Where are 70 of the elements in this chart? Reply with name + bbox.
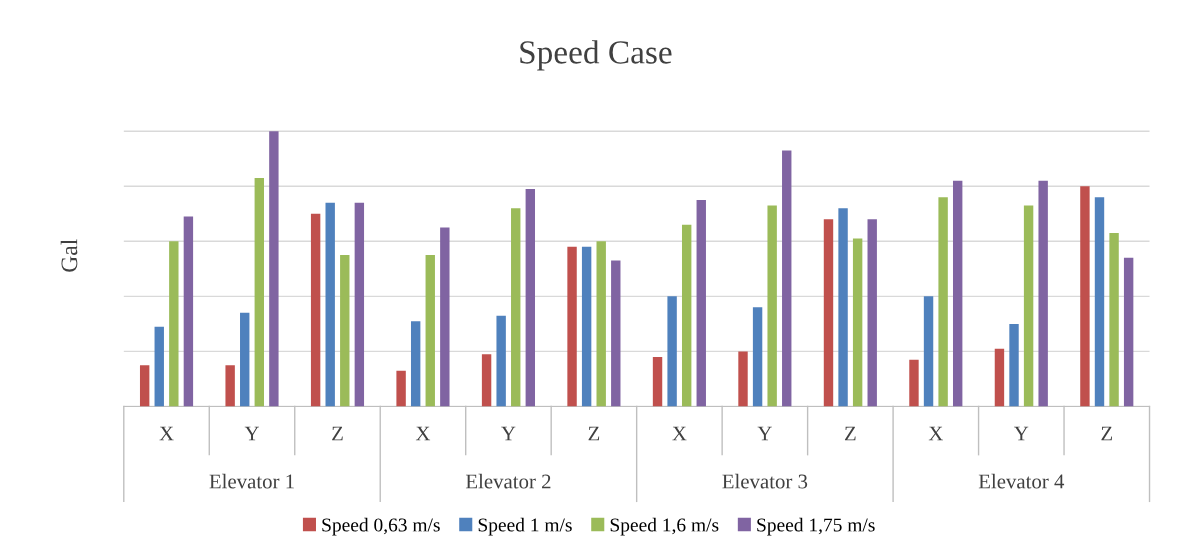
bar: [1094, 197, 1105, 407]
bar: [867, 219, 877, 407]
bar: [154, 326, 164, 407]
y-axis-title: Gal: [60, 239, 78, 272]
bar: [596, 241, 606, 407]
text: Elevator 3: [722, 473, 808, 489]
legend-label: Speed 1,6 m/s: [610, 517, 719, 536]
x-tick-label: Z: [332, 426, 343, 441]
bar: [396, 370, 406, 407]
bar: [1009, 323, 1019, 407]
text: Elevator 1: [209, 473, 294, 489]
bar: [611, 260, 621, 407]
x-tick-label: Y: [244, 426, 259, 441]
bar: [823, 219, 834, 407]
chart-title: Speed Case: [520, 40, 672, 71]
bar: [782, 150, 792, 407]
x-tick-label: Y: [1014, 426, 1029, 441]
x-tick-label: Z: [588, 426, 600, 441]
bar: [681, 224, 692, 407]
bar: [938, 197, 948, 407]
bar: [1123, 257, 1134, 407]
bar: [440, 227, 450, 407]
x-tick-label: Z: [844, 426, 856, 441]
x-tick-label: X: [159, 426, 174, 441]
bar: [410, 321, 421, 407]
bar: [1038, 180, 1048, 407]
bar: [667, 296, 677, 407]
bar: [838, 208, 848, 407]
bar: [325, 202, 335, 407]
x-tick-label: Y: [501, 426, 516, 441]
bar: [183, 216, 194, 407]
bar: [994, 348, 1005, 407]
bar: [481, 354, 492, 407]
text: Elevator 2: [465, 473, 551, 489]
x-tick-label: X: [928, 426, 943, 441]
bar: [169, 241, 179, 407]
legend-label: Speed 1,75 m/s: [757, 517, 875, 536]
x-tick-label: Y: [757, 426, 772, 441]
bar: [909, 359, 919, 407]
bar: [269, 131, 279, 407]
bar: [354, 202, 365, 407]
bar: [767, 205, 777, 407]
bar: [752, 307, 763, 407]
bar: [1023, 205, 1034, 407]
bar: [952, 180, 963, 407]
bar: [310, 213, 321, 407]
bar: [340, 255, 350, 407]
bar: [425, 255, 435, 407]
bar: [225, 365, 235, 407]
x-tick-label: X: [415, 426, 431, 441]
legend-label: Speed 0,63 m/s: [322, 517, 440, 536]
bar: [696, 200, 706, 407]
bar: [1080, 186, 1090, 407]
bar: [738, 351, 748, 407]
bar: [852, 238, 863, 407]
bar: [139, 365, 150, 407]
bar: [496, 315, 506, 407]
bar: [581, 246, 592, 407]
legend-label: Speed 1 m/s: [478, 517, 572, 536]
bar: [525, 189, 536, 407]
x-tick-label: X: [672, 426, 687, 441]
text: Elevator 4: [978, 473, 1065, 489]
bar: [923, 296, 934, 407]
bar: [652, 356, 663, 407]
bar: [567, 246, 577, 407]
bar: [254, 178, 264, 407]
bar: [240, 312, 250, 407]
x-tick-label: Z: [1101, 426, 1113, 441]
bar: [1109, 233, 1119, 407]
bar: [511, 208, 521, 407]
